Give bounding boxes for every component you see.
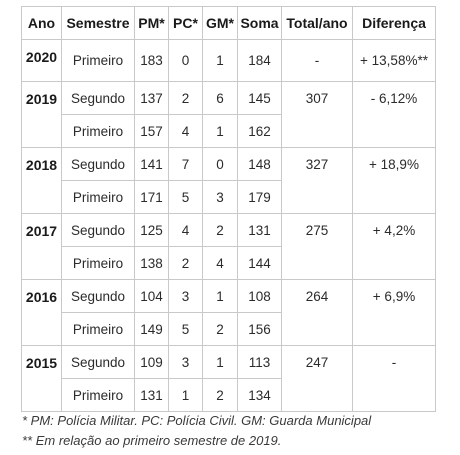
pc-cell: 5 xyxy=(168,312,203,346)
table-row: Primeiro 138 2 4 144 xyxy=(22,246,436,280)
soma-cell: 184 xyxy=(237,39,282,82)
soma-cell: 162 xyxy=(237,114,282,148)
semester-cell: Primeiro xyxy=(61,312,135,346)
year-cell: 2018 xyxy=(21,147,62,214)
table-row: 2018 Segundo 141 7 0 148 327 + 18,9% xyxy=(21,147,436,214)
gm-cell: 3 xyxy=(202,180,238,214)
header-row: Ano Semestre PM* PC* GM* Soma Total/ano … xyxy=(21,6,436,40)
total-cell: 307 xyxy=(281,81,353,148)
diff-cell: - xyxy=(352,345,436,412)
gm-cell: 1 xyxy=(202,114,238,148)
semester-cell: Segundo xyxy=(61,81,135,115)
soma-cell: 156 xyxy=(237,312,282,346)
gm-cell: 2 xyxy=(202,213,238,247)
footnote-abbreviations: * PM: Polícia Militar. PC: Polícia Civil… xyxy=(22,413,372,428)
year-cell: 2016 xyxy=(21,279,62,346)
footnotes: * PM: Polícia Militar. PC: Polícia Civil… xyxy=(22,411,371,451)
year-cell: 2019 xyxy=(21,81,62,148)
header-ano: Ano xyxy=(21,6,62,40)
table-row: 2016 Segundo 104 3 1 108 264 + 6,9% xyxy=(21,279,436,346)
pm-cell: 141 xyxy=(134,147,169,181)
table-row: 2017 Segundo 125 4 2 131 275 + 4,2% xyxy=(21,213,436,280)
semester-cell: Primeiro xyxy=(61,39,135,82)
table-row: 2015 Segundo 109 3 1 113 247 - xyxy=(21,345,436,412)
table-row: 2019 Segundo 137 2 6 145 307 - 6,12% xyxy=(21,81,436,148)
pc-cell: 5 xyxy=(168,180,203,214)
pc-cell: 3 xyxy=(168,345,203,379)
gm-cell: 1 xyxy=(202,39,238,82)
semester-cell: Segundo xyxy=(61,213,135,247)
pm-cell: 171 xyxy=(134,180,169,214)
pc-cell: 7 xyxy=(168,147,203,181)
semester-cell: Primeiro xyxy=(61,378,135,412)
gm-cell: 6 xyxy=(202,81,238,115)
soma-cell: 131 xyxy=(237,213,282,247)
pm-cell: 104 xyxy=(134,279,169,313)
header-gm: GM* xyxy=(202,6,238,40)
header-total-ano: Total/ano xyxy=(281,6,353,40)
gm-cell: 2 xyxy=(202,378,238,412)
year-cell: 2020 xyxy=(21,39,62,82)
soma-cell: 108 xyxy=(237,279,282,313)
pm-cell: 109 xyxy=(134,345,169,379)
semester-cell: Primeiro xyxy=(61,246,135,280)
year-cell: 2017 xyxy=(21,213,62,280)
semester-cell: Segundo xyxy=(61,279,135,313)
semester-cell: Segundo xyxy=(61,147,135,181)
pm-cell: 137 xyxy=(134,81,169,115)
semester-cell: Primeiro xyxy=(61,180,135,214)
soma-cell: 144 xyxy=(237,246,282,280)
total-cell: 275 xyxy=(281,213,353,280)
pc-cell: 3 xyxy=(168,279,203,313)
diff-cell: + 4,2% xyxy=(352,213,436,280)
table-row: Primeiro 157 4 1 162 xyxy=(22,114,436,148)
total-cell: 247 xyxy=(281,345,353,412)
gm-cell: 0 xyxy=(202,147,238,181)
pc-cell: 4 xyxy=(168,114,203,148)
pc-cell: 4 xyxy=(168,213,203,247)
pm-cell: 149 xyxy=(134,312,169,346)
diff-cell: + 18,9% xyxy=(352,147,436,214)
diff-cell: + 13,58%** xyxy=(352,39,436,82)
pm-cell: 183 xyxy=(134,39,169,82)
pm-cell: 157 xyxy=(134,114,169,148)
pm-cell: 131 xyxy=(134,378,169,412)
header-soma: Soma xyxy=(237,6,282,40)
diff-cell: - 6,12% xyxy=(352,81,436,148)
table-row: Primeiro 131 1 2 134 xyxy=(22,378,436,412)
pm-cell: 125 xyxy=(134,213,169,247)
soma-cell: 145 xyxy=(237,81,282,115)
header-semestre: Semestre xyxy=(61,6,135,40)
year-cell: 2015 xyxy=(21,345,62,412)
semester-cell: Segundo xyxy=(61,345,135,379)
header-pm: PM* xyxy=(134,6,169,40)
pc-cell: 2 xyxy=(168,81,203,115)
soma-cell: 113 xyxy=(237,345,282,379)
table-row: Primeiro 171 5 3 179 xyxy=(22,180,436,214)
header-pc: PC* xyxy=(168,6,203,40)
diff-cell: + 6,9% xyxy=(352,279,436,346)
stats-table: Ano Semestre PM* PC* GM* Soma Total/ano … xyxy=(21,6,436,412)
gm-cell: 1 xyxy=(202,279,238,313)
soma-cell: 134 xyxy=(237,378,282,412)
soma-cell: 148 xyxy=(237,147,282,181)
header-diferenca: Diferença xyxy=(352,6,436,40)
footnote-comparison: ** Em relação ao primeiro semestre de 20… xyxy=(22,433,282,448)
total-cell: 264 xyxy=(281,279,353,346)
gm-cell: 4 xyxy=(202,246,238,280)
pc-cell: 1 xyxy=(168,378,203,412)
gm-cell: 1 xyxy=(202,345,238,379)
pc-cell: 0 xyxy=(168,39,203,82)
pm-cell: 138 xyxy=(134,246,169,280)
total-cell: 327 xyxy=(281,147,353,214)
pc-cell: 2 xyxy=(168,246,203,280)
table-row: 2020 Primeiro 183 0 1 184 - + 13,58%** xyxy=(21,39,436,82)
gm-cell: 2 xyxy=(202,312,238,346)
soma-cell: 179 xyxy=(237,180,282,214)
semester-cell: Primeiro xyxy=(61,114,135,148)
total-cell: - xyxy=(281,39,353,82)
